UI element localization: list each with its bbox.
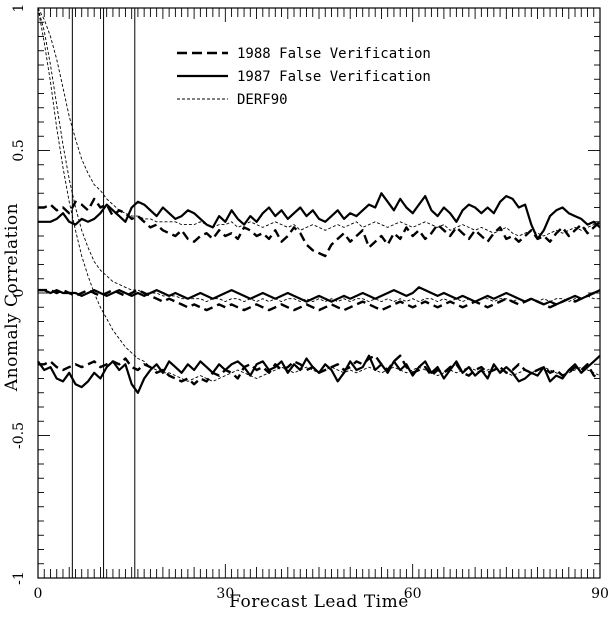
y-axis-title: Anomaly Correlation: [2, 203, 22, 392]
y-tick-label: 1: [11, 4, 27, 13]
series-line-middle-3: [37, 7, 600, 303]
x-axis-title: Forecast Lead Time: [229, 592, 409, 612]
series-line-middle-1: [38, 288, 600, 312]
y-tick-label: -1: [11, 571, 27, 585]
tick-marks: [37, 7, 601, 579]
series-line-upper-1: [38, 197, 601, 258]
y-tick-label: 0: [11, 289, 27, 298]
legend-label-3: DERF90: [237, 92, 288, 108]
x-tick-label: 30: [216, 586, 234, 602]
plot-frame: [37, 7, 601, 579]
y-tick-label: -0.5: [11, 422, 27, 449]
series-group: [37, 7, 601, 394]
series-line-upper-2: [38, 192, 601, 240]
tick-labels: 0 30 60 90 -1 -0.5 0 0.5 1: [11, 4, 609, 602]
y-tick-label: 0.5: [11, 139, 27, 161]
series-line-lower-3: [37, 7, 601, 382]
legend-label-1: 1988 False Verification: [237, 46, 431, 62]
x-tick-label: 60: [404, 586, 422, 602]
series-line-upper-3: [37, 7, 601, 237]
x-tick-label: 0: [34, 586, 43, 602]
series-line-middle-2: [38, 286, 601, 306]
legend-label-2: 1987 False Verification: [237, 69, 431, 85]
x-tick-label: 90: [591, 586, 609, 602]
legend: 1988 False Verification 1987 False Verifi…: [177, 46, 431, 108]
